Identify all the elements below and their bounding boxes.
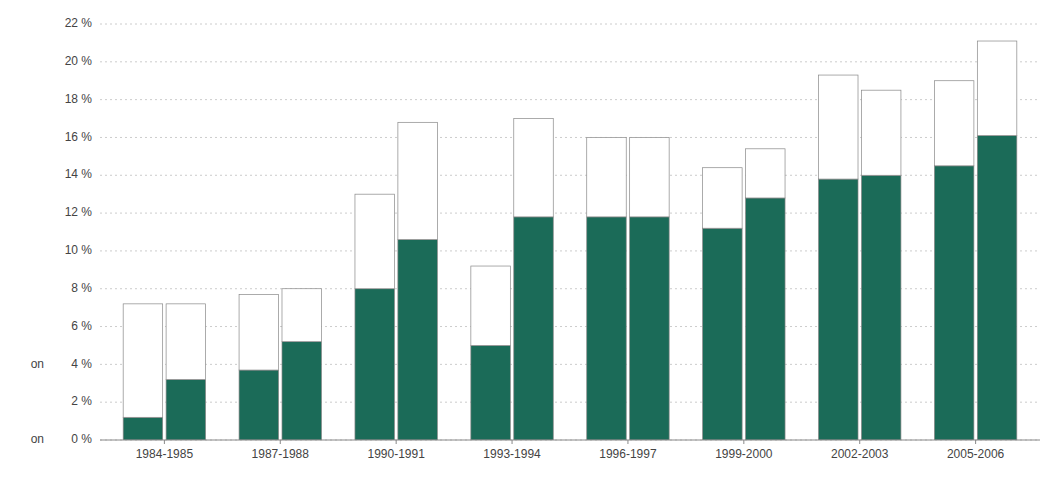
bar-segment: [398, 240, 437, 440]
x-tick-label: 1996-1997: [599, 447, 657, 461]
y-tick-label: 4 %: [71, 357, 92, 371]
x-axis-line: [100, 440, 1040, 441]
y-tick-label: 22 %: [65, 16, 93, 30]
bar-segment: [355, 289, 394, 440]
x-tick: [512, 440, 513, 444]
bar-segment: [977, 41, 1016, 136]
bar-segment: [239, 294, 278, 370]
bar-segment: [861, 175, 900, 440]
y-tick-label: 2 %: [71, 394, 92, 408]
annotation: on: [31, 432, 44, 446]
bar-segment: [819, 75, 858, 179]
x-axis: 1984-1985 1987-1988 1990-1991 1993-1994 1996…: [100, 440, 1040, 461]
bar-segment: [746, 198, 785, 440]
bar-segment: [166, 304, 205, 380]
chart: 0 % 2 % 4 % 6 % 8 % 10 % 12 % 14 % 16 % 18 % 20 % 2…: [0, 0, 1064, 484]
bar-segment: [123, 304, 162, 417]
y-tick-label: 20 %: [65, 54, 93, 68]
x-tick-label: 1984-1985: [136, 447, 194, 461]
annotations: on on: [31, 357, 44, 447]
bar-segment: [587, 137, 626, 216]
bar-segment: [977, 136, 1016, 440]
bar-segment: [861, 90, 900, 175]
bar-segment: [819, 179, 858, 440]
bar-segment: [282, 342, 321, 440]
x-tick-label: 1990-1991: [367, 447, 425, 461]
bar-segment: [746, 149, 785, 198]
x-tick-label: 2002-2003: [831, 447, 889, 461]
bar-segment: [630, 137, 669, 216]
grid-line: [100, 24, 1040, 25]
y-axis: 0 % 2 % 4 % 6 % 8 % 10 % 12 % 14 % 16 % 18 % 20 % 2…: [65, 16, 93, 446]
bar-segment: [514, 217, 553, 440]
x-tick-label: 1999-2000: [715, 447, 773, 461]
bar-segment: [703, 228, 742, 440]
x-tick: [164, 440, 165, 444]
x-tick: [396, 440, 397, 444]
x-tick: [975, 440, 976, 444]
x-tick: [743, 440, 744, 444]
bar-segment: [123, 417, 162, 440]
y-tick-label: 0 %: [71, 432, 92, 446]
y-tick-label: 10 %: [65, 243, 93, 257]
bar-segment: [471, 266, 510, 345]
x-tick-label: 1993-1994: [483, 447, 541, 461]
x-tick: [859, 440, 860, 444]
x-tick-label: 2005-2006: [947, 447, 1005, 461]
bar-segment: [514, 119, 553, 217]
y-tick-label: 18 %: [65, 92, 93, 106]
bar-segment: [934, 166, 973, 440]
bar-segment: [934, 81, 973, 166]
x-tick-label: 1987-1988: [252, 447, 310, 461]
y-tick-label: 12 %: [65, 205, 93, 219]
grid-line: [100, 61, 1040, 62]
y-tick-label: 6 %: [71, 319, 92, 333]
grid-line: [100, 440, 1040, 441]
bar-segment: [166, 379, 205, 440]
bar-segment: [703, 168, 742, 229]
bar-segment: [239, 370, 278, 440]
x-tick: [280, 440, 281, 444]
grid: [100, 24, 1040, 440]
bar-segment: [587, 217, 626, 440]
x-tick: [627, 440, 628, 444]
bar-segment: [355, 194, 394, 289]
bar-segment: [630, 217, 669, 440]
y-tick-label: 8 %: [71, 281, 92, 295]
y-tick-label: 16 %: [65, 130, 93, 144]
bar-segment: [471, 345, 510, 440]
annotation: on: [31, 357, 44, 371]
bars: [123, 41, 1017, 440]
bar-segment: [398, 122, 437, 239]
y-tick-label: 14 %: [65, 167, 93, 181]
bar-segment: [282, 289, 321, 342]
